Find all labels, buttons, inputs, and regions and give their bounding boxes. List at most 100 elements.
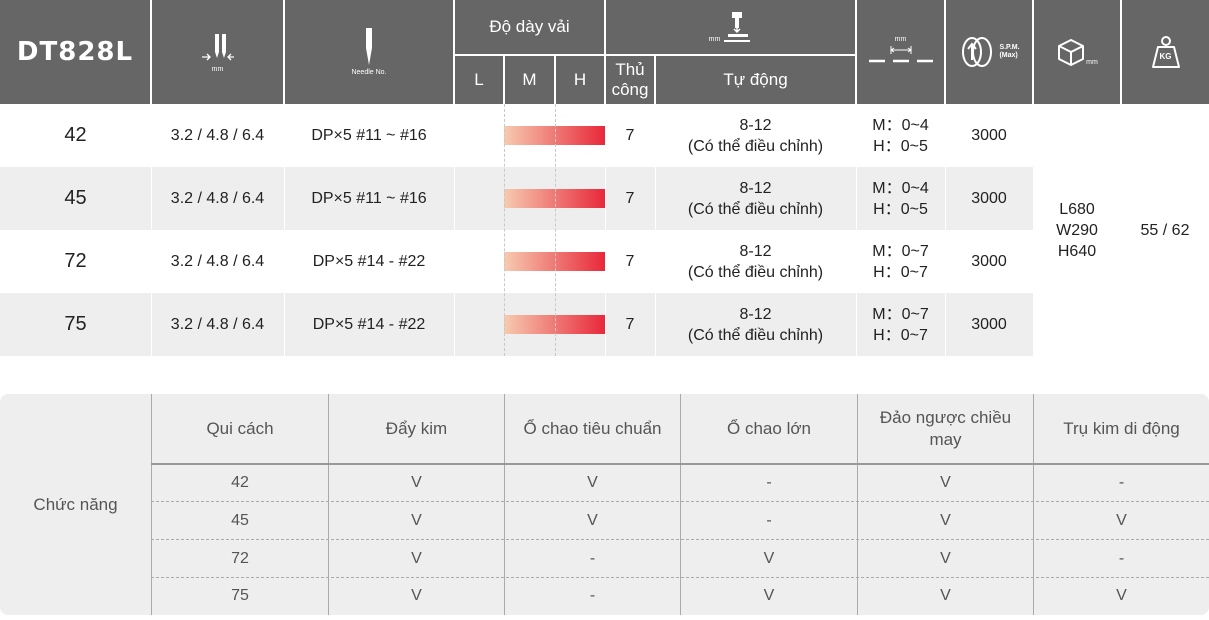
- spec-table: DT828L mm Needle No. Độ dày vải L M H mm: [0, 0, 1209, 356]
- spm-sub: (Max): [999, 52, 1018, 59]
- func-cell-model: 42: [151, 464, 328, 502]
- needle-icon: Needle No.: [351, 27, 387, 77]
- auto-note: (Có thể điều chỉnh): [687, 263, 824, 281]
- feed-h: H：0~7: [873, 263, 928, 281]
- weight-cell: 55 / 62: [1121, 104, 1209, 356]
- row-feed: M：0~4 H：0~5: [856, 167, 945, 230]
- feed-dog-icon: mm: [868, 36, 933, 68]
- row-feed: M：0~4 H：0~5: [856, 104, 945, 167]
- func-cell: V: [328, 464, 504, 502]
- func-cell-model: 45: [151, 502, 328, 540]
- func-cell: -: [504, 540, 680, 578]
- spec-row: 42 3.2 / 4.8 / 6.4 DP×5 #11 ~ #16 7 8-12…: [0, 104, 1033, 167]
- column-divider: [856, 104, 857, 356]
- row-rule: [151, 501, 1209, 502]
- auto-range: 8-12: [739, 179, 772, 197]
- weight-header: KG: [1122, 0, 1209, 104]
- spec-row: 72 3.2 / 4.8 / 6.4 DP×5 #14 - #22 7 8-12…: [0, 230, 1033, 293]
- function-grid: Qui cách Đẩy kim Ổ chao tiêu chuẩn Ổ cha…: [151, 394, 1209, 615]
- column-divider: [151, 104, 152, 356]
- func-cell: V: [328, 540, 504, 578]
- row-auto: 8-12 (Có thể điều chỉnh): [655, 293, 856, 356]
- weight-label: KG: [1159, 52, 1172, 61]
- func-cell: V: [857, 540, 1033, 578]
- function-title: Chức năng: [33, 494, 118, 514]
- feed-m: M：0~7: [872, 305, 929, 323]
- func-header-needle-bar: Trụ kim di động: [1033, 394, 1209, 463]
- row-needle: DP×5 #14 - #22: [312, 253, 426, 270]
- thickness-bar: [504, 315, 605, 334]
- spec-row: 75 3.2 / 4.8 / 6.4 DP×5 #14 - #22 7 8-12…: [0, 293, 1033, 356]
- func-header-large-hook: Ổ chao lớn: [680, 394, 857, 463]
- row-needle: DP×5 #14 - #22: [312, 316, 426, 333]
- func-cell: V: [680, 577, 857, 615]
- row-spm: 3000: [971, 127, 1007, 144]
- column-divider: [655, 104, 656, 356]
- spm-label: S.P.M.: [999, 44, 1020, 51]
- dim-height: H640: [1057, 242, 1097, 260]
- func-cell: -: [680, 502, 857, 540]
- spec-row: 45 3.2 / 4.8 / 6.4 DP×5 #11 ~ #16 7 8-12…: [0, 167, 1033, 230]
- row-model: 45: [64, 187, 87, 209]
- func-cell: V: [857, 464, 1033, 502]
- function-table: Chức năng Qui cách Đẩy kim Ổ chao tiêu c…: [0, 394, 1209, 615]
- manual-header: Thủ công: [606, 56, 654, 104]
- func-cell: -: [1033, 464, 1209, 502]
- stitch-length-header: mm: [152, 0, 283, 104]
- feed-h: H：0~5: [873, 137, 928, 155]
- row-needle: DP×5 #11 ~ #16: [311, 127, 427, 144]
- weight-icon: KG: [1151, 35, 1181, 69]
- model-header: DT828L: [0, 0, 150, 104]
- column-divider: [454, 104, 455, 356]
- row-spm: 3000: [971, 316, 1007, 333]
- lift-unit: mm: [708, 36, 721, 43]
- auto-range: 8-12: [739, 305, 772, 323]
- row-manual: 7: [625, 190, 635, 207]
- row-stitch: 3.2 / 4.8 / 6.4: [170, 127, 265, 144]
- func-cell-model: 72: [151, 540, 328, 578]
- func-cell: V: [1033, 502, 1209, 540]
- func-header-std-hook: Ổ chao tiêu chuẩn: [504, 394, 680, 463]
- func-cell: V: [504, 502, 680, 540]
- func-header-needle-feed: Đẩy kim: [328, 394, 504, 463]
- func-header-reverse: Đảo ngược chiều may: [857, 394, 1033, 463]
- auto-note: (Có thể điều chỉnh): [687, 200, 824, 218]
- thickness-dash: [504, 104, 505, 356]
- thickness-bar: [504, 126, 605, 145]
- row-stitch: 3.2 / 4.8 / 6.4: [170, 190, 265, 207]
- func-cell: V: [857, 577, 1033, 615]
- thickness-header: Độ dày vải: [455, 0, 604, 54]
- thickness-bar: [504, 189, 605, 208]
- func-cell: V: [504, 464, 680, 502]
- dim-width: W290: [1056, 221, 1098, 239]
- thickness-h-header: H: [556, 56, 604, 104]
- box-icon: mm: [1056, 37, 1098, 67]
- auto-header: Tự động: [656, 56, 855, 104]
- row-rule: [151, 539, 1209, 540]
- row-feed: M：0~7 H：0~7: [856, 230, 945, 293]
- auto-range: 8-12: [739, 242, 772, 260]
- dim-length: L680: [1059, 200, 1095, 218]
- func-cell: -: [680, 464, 857, 502]
- thickness-l-header: L: [455, 56, 503, 104]
- func-cell: V: [328, 502, 504, 540]
- row-stitch: 3.2 / 4.8 / 6.4: [170, 253, 265, 270]
- dim-unit: mm: [1086, 59, 1098, 66]
- auto-note: (Có thể điều chỉnh): [687, 326, 824, 344]
- thickness-m-header: M: [505, 56, 554, 104]
- spm-header: S.P.M. (Max): [946, 0, 1032, 104]
- feed-header: mm: [857, 0, 944, 104]
- auto-range: 8-12: [739, 116, 772, 134]
- row-manual: 7: [625, 316, 635, 333]
- feed-m: M：0~4: [872, 179, 929, 197]
- row-needle: DP×5 #11 ~ #16: [311, 190, 427, 207]
- row-auto: 8-12 (Có thể điều chỉnh): [655, 230, 856, 293]
- feed-m: M：0~7: [872, 242, 929, 260]
- row-model: 75: [64, 313, 87, 335]
- row-rule: [151, 577, 1209, 578]
- stitch-unit: mm: [211, 66, 224, 73]
- spm-icon: S.P.M. (Max): [958, 32, 1020, 72]
- row-manual: 7: [625, 253, 635, 270]
- row-auto: 8-12 (Có thể điều chỉnh): [655, 167, 856, 230]
- column-divider: [284, 104, 285, 356]
